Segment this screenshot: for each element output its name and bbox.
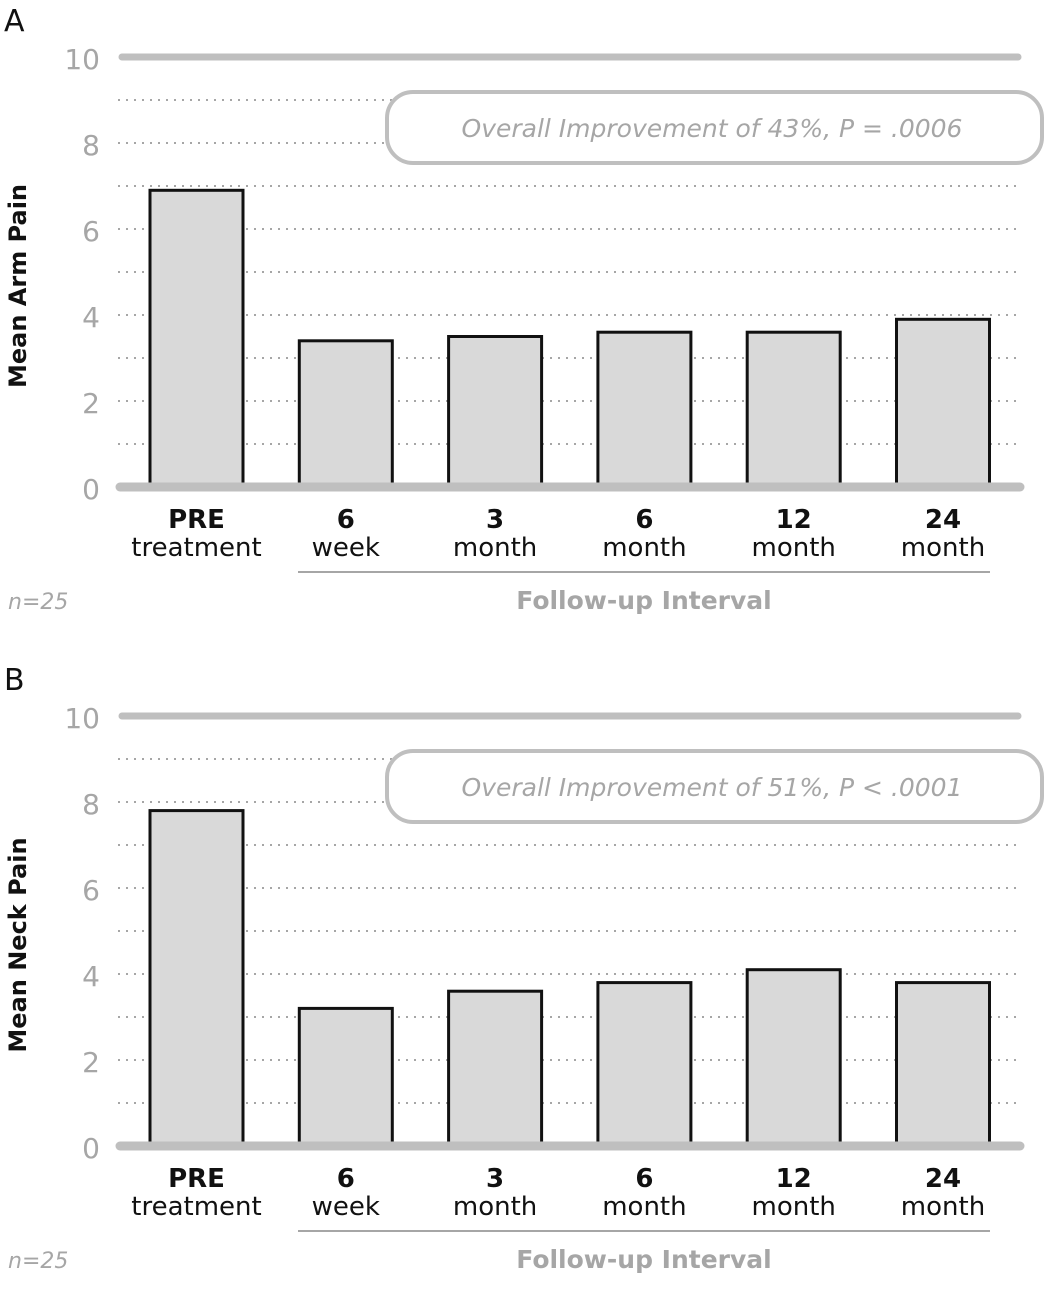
annotation-text: Overall Improvement of 51%, P < .0001 <box>462 773 963 802</box>
x-tick-label-bottom: month <box>453 1192 537 1222</box>
x-tick-label-top: 3 <box>486 1164 504 1194</box>
bar <box>148 809 245 1148</box>
sample-size-note: n=25 <box>8 1249 68 1274</box>
chart-panel-a: A 0 2 4 6 8 10 Mean Arm Pain Overall Improvement… <box>0 0 1049 640</box>
x-tick-label-bottom: month <box>752 1192 836 1222</box>
x-tick-label-bottom: treatment <box>131 533 261 563</box>
panel-label: B <box>4 663 25 698</box>
x-tick-label-bottom: treatment <box>131 1192 261 1222</box>
x-tick-label-top: 24 <box>925 1164 961 1194</box>
sample-size-note: n=25 <box>8 590 68 615</box>
bar <box>297 339 394 489</box>
x-tick-label-top: PRE <box>168 505 225 535</box>
y-tick-label: 8 <box>82 788 100 821</box>
y-tick-label: 2 <box>82 1046 100 1079</box>
bar <box>596 330 693 489</box>
x-tick-label-top: 24 <box>925 505 961 535</box>
x-tick-label-bottom: month <box>752 533 836 563</box>
y-tick-label: 0 <box>82 1132 100 1165</box>
bar <box>745 968 842 1148</box>
y-tick-label: 8 <box>82 129 100 162</box>
x-tick-label-top: 6 <box>337 1164 355 1194</box>
x-tick-label-bottom: month <box>901 1192 985 1222</box>
x-tick-label-bottom: week <box>312 533 380 563</box>
y-axis-title: Mean Neck Pain <box>4 837 32 1052</box>
bar <box>596 981 693 1148</box>
x-tick-label-top: 6 <box>635 1164 653 1194</box>
bar <box>297 1006 394 1148</box>
y-axis-title: Mean Arm Pain <box>4 184 32 388</box>
bar <box>745 330 842 489</box>
bar <box>895 317 991 489</box>
x-tick-label-bottom: month <box>901 533 985 563</box>
x-tick-label-bottom: week <box>312 1192 380 1222</box>
x-tick-label-bottom: month <box>453 533 537 563</box>
x-tick-label-bottom: month <box>602 533 686 563</box>
annotation-text: Overall Improvement of 43%, P = .0006 <box>462 114 963 143</box>
x-tick-label-top: 6 <box>635 505 653 535</box>
y-tick-label: 2 <box>82 387 100 420</box>
bar <box>447 335 544 489</box>
x-tick-label-top: 3 <box>486 505 504 535</box>
bar <box>895 981 991 1148</box>
bar <box>148 188 245 489</box>
x-axis-title: Follow-up Interval <box>516 1245 772 1274</box>
x-tick-label-top: PRE <box>168 1164 225 1194</box>
y-tick-label: 4 <box>82 960 100 993</box>
annotation-box <box>385 90 1044 165</box>
y-tick-label: 10 <box>64 43 100 76</box>
x-axis-title: Follow-up Interval <box>516 586 772 615</box>
annotation-box <box>385 749 1044 824</box>
y-tick-label: 10 <box>64 702 100 735</box>
x-tick-label-top: 6 <box>337 505 355 535</box>
x-tick-label-top: 12 <box>776 1164 812 1194</box>
bar <box>447 989 544 1148</box>
y-tick-label: 4 <box>82 301 100 334</box>
y-tick-label: 6 <box>82 215 100 248</box>
y-tick-label: 0 <box>82 473 100 506</box>
panel-label: A <box>4 4 25 39</box>
y-tick-label: 6 <box>82 874 100 907</box>
x-tick-label-top: 12 <box>776 505 812 535</box>
x-tick-label-bottom: month <box>602 1192 686 1222</box>
chart-panel-b: B 0 2 4 6 8 10 Mean Neck Pain Overall Improvemen… <box>0 659 1049 1299</box>
